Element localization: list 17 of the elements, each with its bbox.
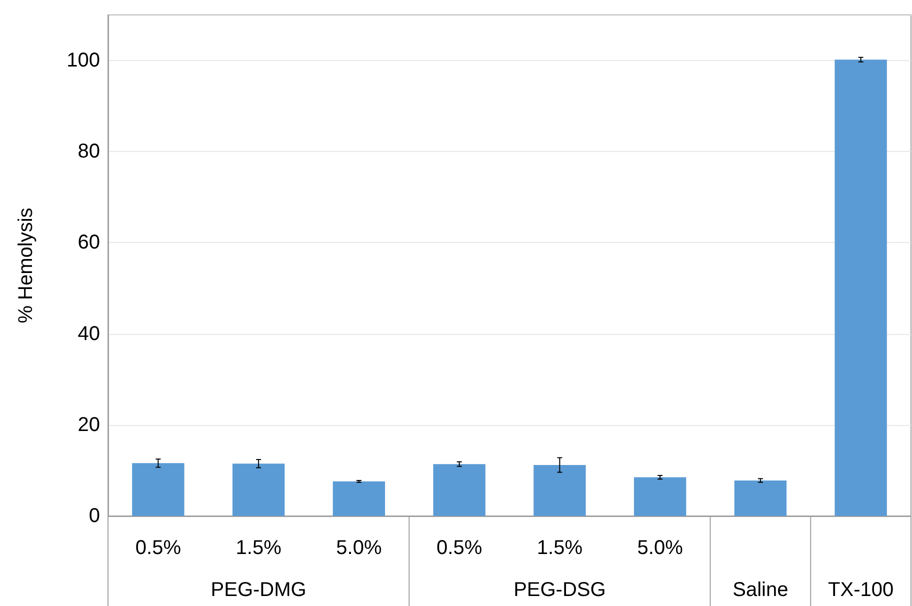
y-tick-label: 60: [78, 232, 100, 254]
y-tick-label: 100: [66, 50, 100, 72]
y-tick-label: 20: [78, 414, 100, 436]
x-tick-label: 1.5%: [536, 537, 583, 559]
y-tick-label: 80: [78, 140, 100, 163]
text: PEG-DMG: [210, 579, 306, 601]
text: TX-100: [828, 579, 894, 601]
x-tick-label: 0.5%: [436, 537, 482, 559]
text: PEG-DSG: [514, 579, 606, 601]
x-tick-label: 0.5%: [135, 537, 182, 559]
y-axis-title: % Hemolysis: [15, 208, 37, 324]
y-tick-label: 0: [88, 505, 100, 527]
x-tick-label: 5.0%: [637, 537, 684, 559]
x-tick-label: 5.0%: [336, 537, 382, 559]
x-tick-label: 1.5%: [236, 537, 282, 559]
y-tick-label: 40: [78, 322, 100, 345]
text: Saline: [732, 579, 788, 601]
